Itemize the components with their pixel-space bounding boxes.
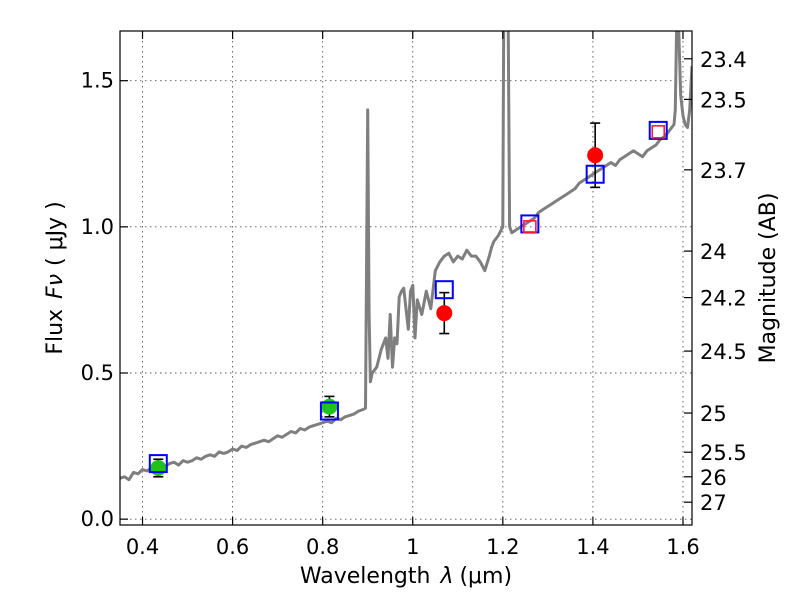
x-axis-title-symbol: λ [439, 564, 453, 589]
y-axis-title-text: Flux [43, 309, 68, 355]
y2-tick-label-1: 23.5 [700, 88, 747, 112]
y2-tick-label-5: 24.5 [700, 340, 747, 364]
y2-tick-label-3: 24 [700, 240, 727, 264]
x-axis-title-unit: (μm) [459, 564, 512, 589]
y-tick-label-2: 1.0 [81, 215, 114, 239]
model-flux-box-4 [585, 164, 605, 184]
model-spectrum-layer [120, 31, 692, 482]
y2-axis-title: Magnitude (AB) [756, 193, 781, 364]
y-tick-label-1: 0.5 [81, 361, 114, 385]
model-spectrum-line [120, 31, 692, 482]
y-axis-title-symbol: Fν [43, 274, 68, 299]
model-flux-box-0 [148, 454, 168, 474]
y2-tick-label-8: 26 [700, 466, 727, 490]
x-tick-label-1: 0.6 [216, 535, 249, 559]
x-tick-label-4: 1.2 [486, 535, 519, 559]
y2-tick-label-6: 25 [700, 402, 727, 426]
model-flux-box-5 [648, 120, 668, 140]
photometry-point-3 [587, 147, 604, 164]
x-tick-label-2: 0.8 [306, 535, 339, 559]
photometry-points-layer [148, 120, 668, 478]
photometry-point-1 [321, 398, 338, 415]
x-tick-label-3: 1 [406, 535, 419, 559]
y-axis-title: Flux Fν ( μJy ) [43, 201, 68, 354]
open-marker-1 [651, 125, 666, 139]
y2-tick-label-0: 23.4 [700, 48, 747, 72]
y-tick-label-3: 1.5 [81, 69, 114, 93]
plot-frame [119, 30, 693, 526]
y-tick-label-0: 0.0 [81, 507, 114, 531]
x-axis-title-text: Wavelength [300, 564, 431, 589]
photometry-point-0 [150, 460, 167, 476]
model-flux-box-1 [319, 401, 339, 421]
photometry-point-2 [436, 305, 453, 322]
y-axis-title-unit: ( μJy ) [43, 201, 68, 266]
axis-ticks: 0.4 0.6 0.8 1 1.2 1.4 1.6 0.0 0.5 1.0 1.5 23.4 23.5 2… [81, 31, 747, 559]
y2-tick-label-4: 24.2 [700, 287, 747, 311]
x-axis-title: Wavelength λ (μm) [300, 564, 512, 589]
x-tick-label-0: 0.4 [126, 535, 159, 559]
open-marker-0 [523, 220, 537, 234]
x-tick-label-5: 1.4 [576, 535, 609, 559]
y2-tick-label-7: 25.5 [700, 441, 747, 465]
grid-lines [120, 31, 692, 525]
y2-tick-label-9: 27 [700, 491, 727, 515]
model-flux-box-2 [434, 280, 454, 300]
y2-tick-label-2: 23.7 [700, 159, 747, 183]
x-tick-label-6: 1.6 [666, 535, 699, 559]
